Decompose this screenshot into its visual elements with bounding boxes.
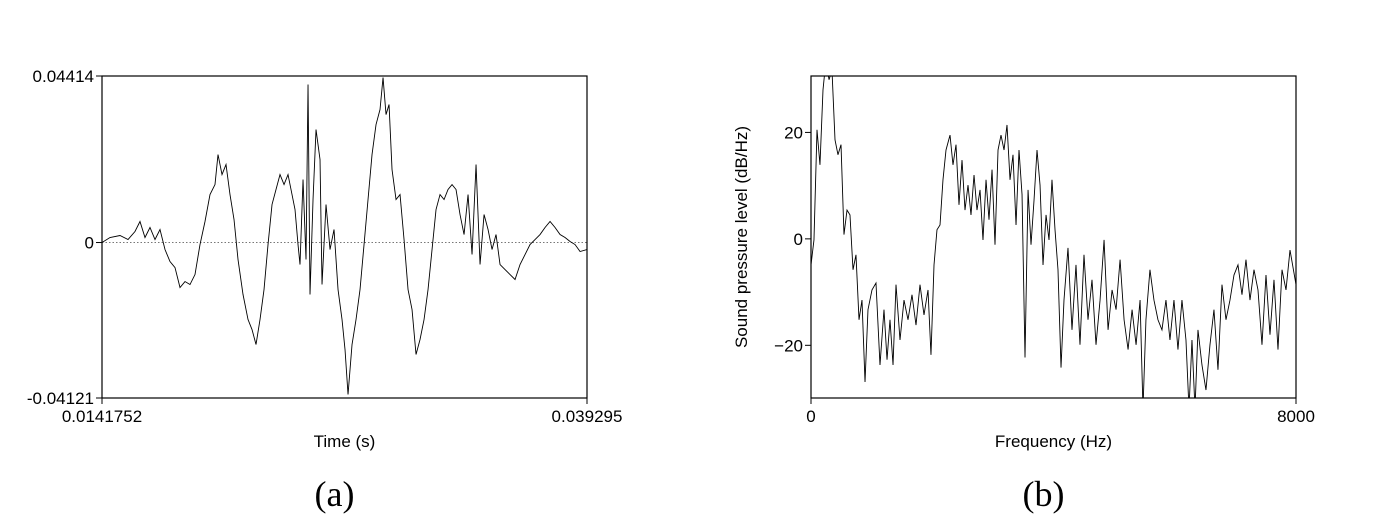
y-tick-label: 0: [794, 230, 803, 249]
y-tick-label: 0: [85, 234, 94, 253]
x-axis-label: Time (s): [314, 432, 376, 451]
x-tick-label: 8000: [1277, 407, 1315, 426]
x-axis-label: Frequency (Hz): [995, 432, 1112, 451]
x-tick-label: 0.0141752: [62, 407, 142, 426]
plot-frame: [101, 75, 588, 399]
y-tick-label: 20: [784, 123, 803, 142]
x-tick-label: 0: [806, 407, 815, 426]
caption: (a): [315, 474, 355, 514]
chart-panel: −20 0 20 0 8000 Frequency (Hz) Sound pressure …: [732, 75, 1315, 514]
signal-line: [811, 76, 1296, 398]
y-tick-label: -0.04121: [27, 389, 94, 408]
x-tick-label: 0.039295: [552, 407, 623, 426]
plot-frame: [810, 75, 1297, 399]
caption: (b): [1023, 474, 1065, 514]
y-tick-label: 0.04414: [33, 67, 94, 86]
y-axis-label: Sound pressure level (dB/Hz): [732, 126, 751, 348]
y-tick-label: −20: [774, 336, 803, 355]
chart-panel: -0.04121 0 0.04414 0.0141752 0.039295 Time (s…: [27, 67, 623, 514]
signal-line: [102, 77, 587, 395]
